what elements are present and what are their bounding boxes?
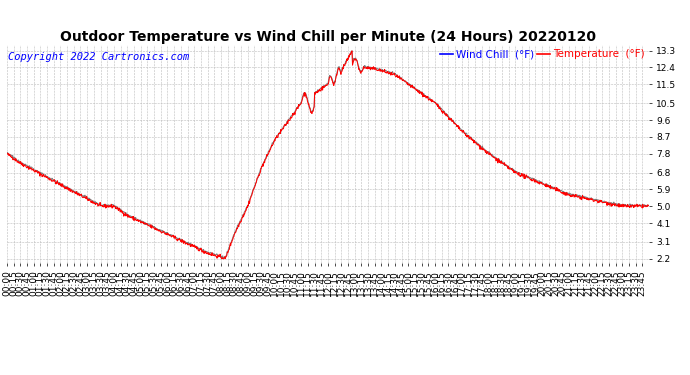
Title: Outdoor Temperature vs Wind Chill per Minute (24 Hours) 20220120: Outdoor Temperature vs Wind Chill per Mi… (60, 30, 595, 44)
Legend: Wind Chill  (°F), Temperature  (°F): Wind Chill (°F), Temperature (°F) (436, 45, 649, 63)
Text: Copyright 2022 Cartronics.com: Copyright 2022 Cartronics.com (8, 51, 190, 62)
